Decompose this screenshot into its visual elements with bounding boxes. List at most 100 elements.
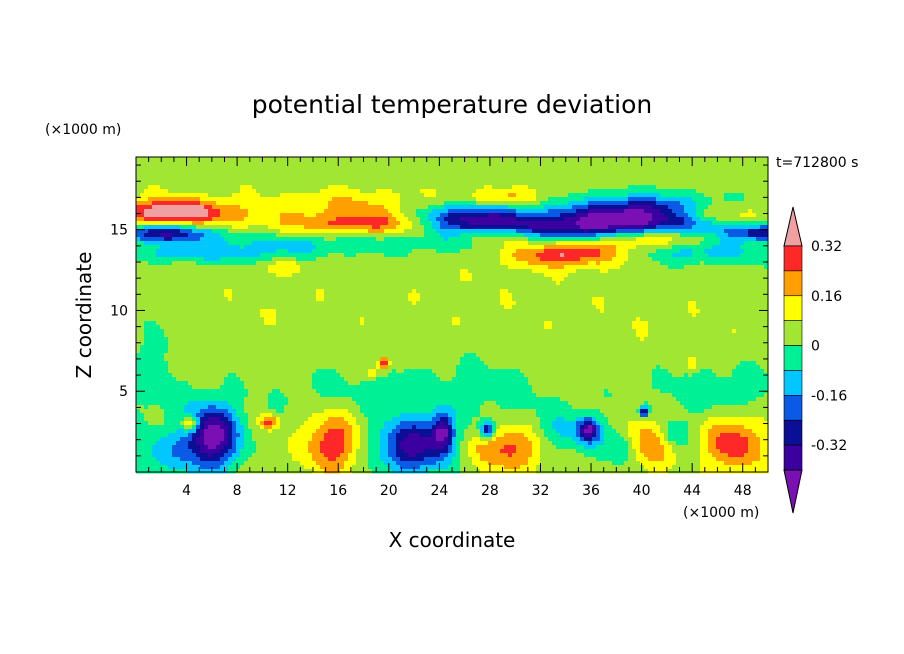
field-cell — [552, 169, 557, 174]
field-cell — [568, 233, 573, 238]
field-cell — [272, 277, 277, 282]
field-cell — [700, 245, 705, 250]
field-cell — [636, 193, 641, 198]
field-cell — [648, 233, 653, 238]
field-cell — [408, 249, 413, 254]
field-cell — [524, 253, 529, 258]
field-cell — [728, 217, 733, 222]
field-cell — [748, 193, 753, 198]
field-cell — [520, 177, 525, 182]
field-cell — [208, 253, 213, 258]
field-cell — [436, 225, 441, 230]
field-cell — [328, 237, 333, 242]
field-cell — [556, 193, 561, 198]
field-cell — [384, 213, 389, 218]
field-cell — [520, 201, 525, 206]
field-cell — [172, 205, 177, 210]
field-cell — [212, 201, 217, 206]
field-cell — [480, 205, 485, 210]
field-cell — [564, 233, 569, 238]
field-cell — [428, 189, 433, 194]
field-cell — [396, 257, 401, 262]
field-cell — [660, 189, 665, 194]
field-cell — [176, 273, 181, 278]
field-cell — [440, 181, 445, 186]
field-cell — [296, 217, 301, 222]
field-cell — [528, 265, 533, 270]
field-cell — [472, 261, 477, 266]
field-cell — [604, 201, 609, 206]
field-cell — [148, 173, 153, 178]
field-cell — [360, 217, 365, 222]
field-cell — [684, 217, 689, 222]
field-cell — [728, 201, 733, 206]
field-cell — [604, 269, 609, 274]
field-cell — [276, 201, 281, 206]
field-cell — [388, 261, 393, 266]
field-cell — [296, 169, 301, 174]
field-cell — [596, 185, 601, 190]
field-cell — [376, 241, 381, 246]
field-cell — [532, 169, 537, 174]
field-cell — [276, 233, 281, 238]
field-cell — [596, 169, 601, 174]
field-cell — [656, 169, 661, 174]
field-cell — [656, 161, 661, 166]
field-cell — [560, 157, 565, 162]
field-cell — [292, 209, 297, 214]
field-cell — [520, 261, 525, 266]
field-cell — [264, 273, 269, 278]
field-cell — [712, 185, 717, 190]
field-cell — [264, 237, 269, 242]
field-cell — [632, 245, 637, 250]
field-cell — [364, 261, 369, 266]
field-cell — [268, 245, 273, 250]
field-cell — [540, 197, 545, 202]
field-cell — [308, 201, 313, 206]
field-cell — [236, 265, 241, 270]
field-cell — [536, 221, 541, 226]
field-cell — [484, 245, 489, 250]
field-cell — [524, 261, 529, 266]
field-cell — [324, 221, 329, 226]
field-cell — [272, 237, 277, 242]
field-cell — [404, 157, 409, 162]
field-cell — [476, 157, 481, 162]
field-cell — [568, 245, 573, 250]
field-cell — [284, 217, 289, 222]
field-cell — [312, 225, 317, 230]
field-cell — [424, 237, 429, 242]
field-cell — [648, 169, 653, 174]
field-cell — [228, 157, 233, 162]
field-cell — [584, 229, 589, 234]
field-cell — [228, 273, 233, 278]
field-cell — [220, 181, 225, 186]
field-cell — [140, 265, 145, 270]
field-cell — [712, 249, 717, 254]
field-cell — [600, 253, 605, 258]
field-cell — [316, 241, 321, 246]
field-cell — [236, 185, 241, 190]
field-cell — [328, 189, 333, 194]
field-cell — [284, 277, 289, 282]
field-cell — [340, 165, 345, 170]
field-cell — [268, 169, 273, 174]
field-cell — [272, 185, 277, 190]
field-cell — [624, 169, 629, 174]
field-cell — [568, 253, 573, 258]
field-cell — [328, 185, 333, 190]
field-cell — [448, 221, 453, 226]
field-cell — [188, 213, 193, 218]
field-cell — [564, 173, 569, 178]
field-cell — [428, 229, 433, 234]
field-cell — [548, 205, 553, 210]
field-cell — [268, 181, 273, 186]
field-cell — [272, 221, 277, 226]
field-cell — [444, 161, 449, 166]
field-cell — [412, 209, 417, 214]
field-cell — [652, 225, 657, 230]
field-cell — [536, 165, 541, 170]
field-cell — [496, 217, 501, 222]
field-cell — [636, 217, 641, 222]
field-cell — [592, 229, 597, 234]
